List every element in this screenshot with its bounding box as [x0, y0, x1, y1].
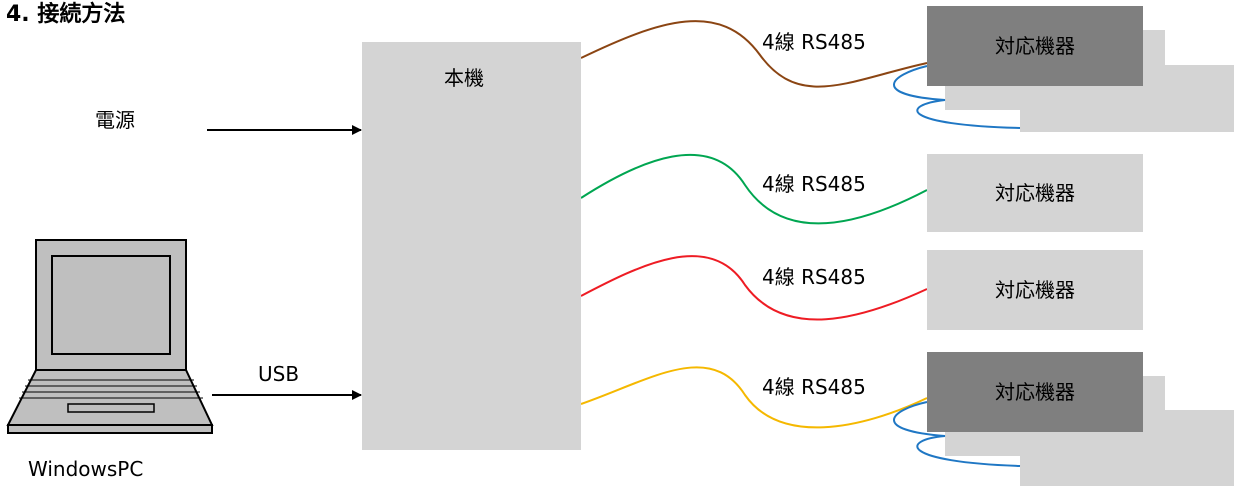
pc-label: WindowsPC [28, 457, 144, 481]
device-label-4: 対応機器 [995, 380, 1075, 404]
laptop-icon [6, 239, 214, 434]
usb-label: USB [258, 362, 300, 386]
device-label-1: 対応機器 [995, 34, 1075, 58]
cable-label-3: 4線 RS485 [762, 265, 866, 289]
device-label-3: 対応機器 [995, 278, 1075, 302]
device-box-3: 対応機器 [927, 250, 1143, 330]
cable-label-2: 4線 RS485 [762, 172, 866, 196]
cable-1 [580, 20, 928, 88]
cable-label-1: 4線 RS485 [762, 30, 866, 54]
cable-3 [580, 255, 928, 321]
daisy-link-1 [893, 65, 1021, 129]
device-box-4: 対応機器 [927, 352, 1143, 432]
power-label: 電源 [95, 108, 135, 132]
page-title: 4. 接続方法 [6, 2, 126, 27]
cable-4 [580, 366, 928, 429]
daisy-link-4 [893, 401, 1021, 467]
device-box-2: 対応機器 [927, 154, 1143, 232]
main-unit-box [362, 42, 581, 450]
device-box-1: 対応機器 [927, 6, 1143, 86]
cable-2 [580, 153, 928, 225]
cable-label-4: 4線 RS485 [762, 375, 866, 399]
device-label-2: 対応機器 [995, 181, 1075, 205]
main-unit-label: 本機 [444, 66, 484, 90]
